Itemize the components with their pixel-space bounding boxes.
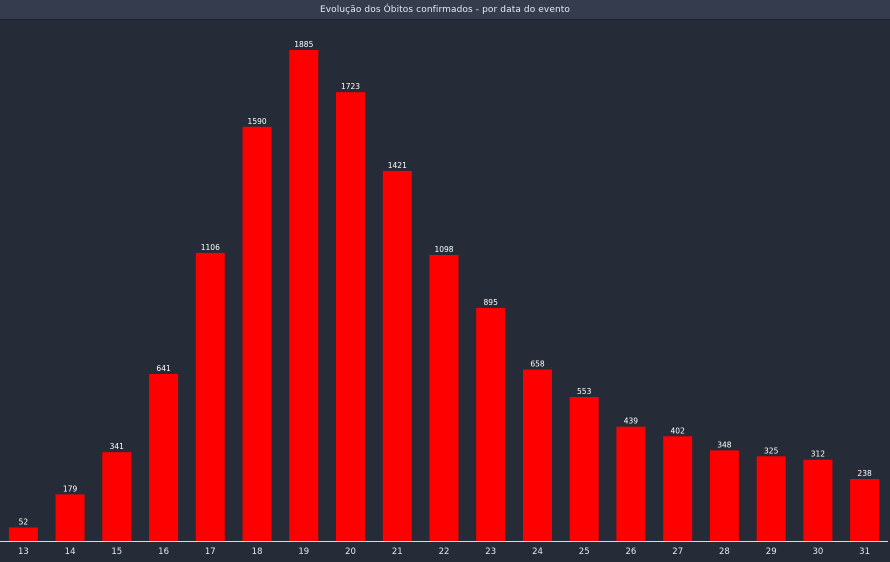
data-label-14: 179 bbox=[63, 484, 78, 493]
x-tick-label-23: 23 bbox=[485, 547, 496, 557]
x-tick-label-21: 21 bbox=[392, 547, 403, 557]
bar-21 bbox=[382, 170, 412, 541]
x-tick-label-26: 26 bbox=[625, 547, 636, 557]
x-tick-label-27: 27 bbox=[672, 547, 683, 557]
data-label-17: 1106 bbox=[201, 243, 220, 252]
x-tick-label-17: 17 bbox=[205, 547, 216, 557]
x-tick-label-22: 22 bbox=[439, 547, 450, 557]
x-tick-label-30: 30 bbox=[812, 547, 823, 557]
data-label-18: 1590 bbox=[248, 117, 267, 126]
data-label-20: 1723 bbox=[341, 82, 360, 91]
x-tick-label-20: 20 bbox=[345, 547, 356, 557]
bar-29 bbox=[756, 456, 786, 541]
chart-title: Evolução dos Óbitos confirmados - por da… bbox=[319, 4, 571, 15]
bar-25 bbox=[569, 397, 599, 541]
bar-27 bbox=[663, 436, 693, 541]
x-tick-label-15: 15 bbox=[111, 547, 122, 557]
bar-14 bbox=[55, 494, 85, 541]
bar-20 bbox=[336, 92, 365, 541]
data-label-22: 1098 bbox=[434, 245, 453, 254]
x-tick-label-28: 28 bbox=[719, 547, 730, 557]
x-tick-label-14: 14 bbox=[65, 547, 76, 557]
x-tick-label-16: 16 bbox=[158, 547, 169, 557]
data-label-31: 238 bbox=[857, 469, 872, 478]
bar-24 bbox=[523, 369, 552, 541]
bar-28 bbox=[709, 450, 739, 541]
bar-23 bbox=[476, 307, 506, 541]
data-label-25: 553 bbox=[577, 387, 592, 396]
bar-15 bbox=[102, 452, 132, 541]
chart-title-bar: Evolução dos Óbitos confirmados - por da… bbox=[0, 0, 890, 20]
data-label-13: 52 bbox=[19, 518, 29, 527]
bar-18 bbox=[242, 126, 272, 542]
data-label-23: 895 bbox=[484, 298, 499, 307]
bar-chart: 52 13 179 14 341 15 641 16 1106 17 1590 18 1885 19 172… bbox=[0, 40, 888, 557]
x-tick-label-18: 18 bbox=[252, 547, 263, 557]
x-tick-label-25: 25 bbox=[579, 547, 590, 557]
x-tick-label-24: 24 bbox=[532, 547, 543, 557]
bar-16 bbox=[149, 374, 179, 541]
data-label-16: 641 bbox=[156, 364, 171, 373]
x-tick-label-31: 31 bbox=[859, 547, 870, 557]
data-label-30: 312 bbox=[811, 450, 826, 459]
x-tick-label-13: 13 bbox=[18, 547, 29, 557]
bar-13 bbox=[8, 527, 38, 541]
data-label-27: 402 bbox=[671, 426, 686, 435]
data-label-28: 348 bbox=[717, 440, 732, 449]
bar-17 bbox=[195, 252, 225, 541]
data-label-15: 341 bbox=[110, 442, 125, 451]
x-tick-label-29: 29 bbox=[766, 547, 777, 557]
bar-31 bbox=[850, 479, 880, 541]
data-label-19: 1885 bbox=[294, 40, 313, 49]
data-label-29: 325 bbox=[764, 446, 779, 455]
data-label-21: 1421 bbox=[388, 161, 407, 170]
x-tick-label-19: 19 bbox=[298, 547, 309, 557]
data-label-26: 439 bbox=[624, 417, 639, 426]
bar-19 bbox=[289, 50, 319, 541]
bar-22 bbox=[429, 255, 459, 541]
bar-30 bbox=[803, 459, 833, 541]
bar-26 bbox=[616, 426, 646, 541]
data-label-24: 658 bbox=[530, 360, 545, 369]
